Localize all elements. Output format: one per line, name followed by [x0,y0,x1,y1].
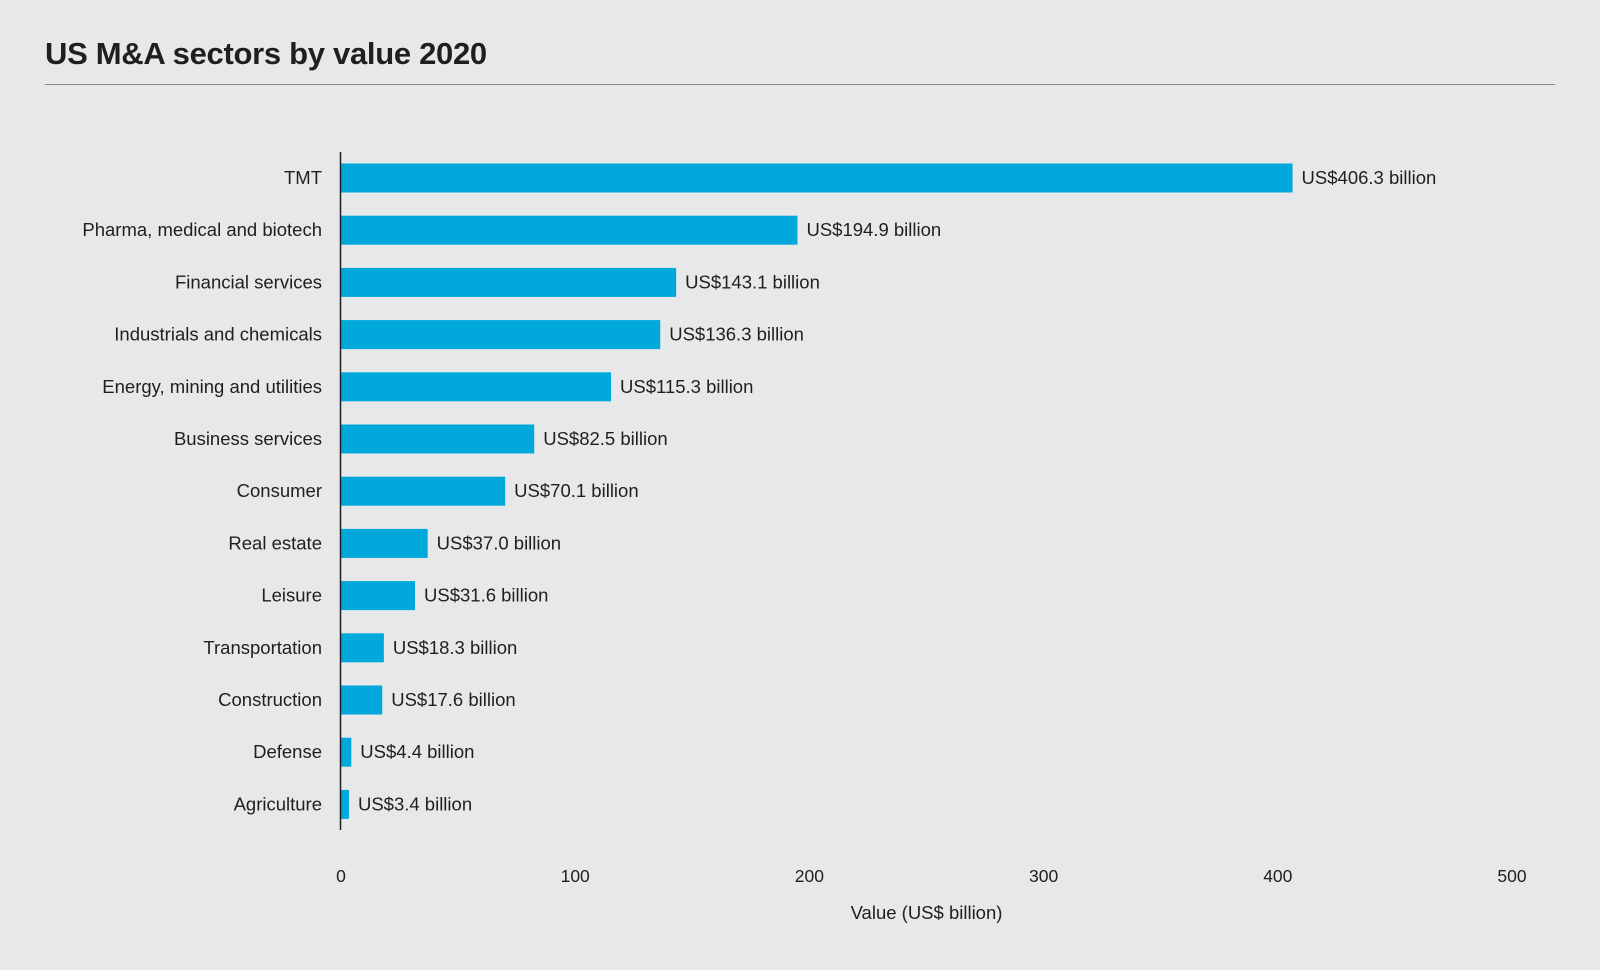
x-tick-label: 500 [1497,866,1526,886]
bar [341,424,535,454]
category-label: Business services [174,428,322,449]
bar [341,685,383,715]
x-axis-title: Value (US$ billion) [851,902,1003,923]
x-tick-label: 100 [561,866,590,886]
category-label: TMT [284,167,322,188]
category-label: Defense [253,741,322,762]
data-label: US$143.1 billion [685,271,820,292]
data-label: US$31.6 billion [424,585,548,606]
data-label: US$37.0 billion [437,532,561,553]
category-label: Energy, mining and utilities [102,376,322,397]
data-label: US$4.4 billion [360,741,474,762]
bar [341,581,416,611]
data-label: US$70.1 billion [514,480,638,501]
data-label: US$115.3 billion [620,376,753,397]
x-tick-label: 300 [1029,866,1058,886]
category-label: Leisure [261,585,322,606]
bar [341,476,506,506]
x-tick-label: 400 [1263,866,1292,886]
data-label: US$194.9 billion [806,219,941,240]
bar [341,789,349,819]
category-label: Financial services [175,271,322,292]
chart-title: US M&A sectors by value 2020 [45,36,487,71]
bar [341,267,677,297]
category-label: Industrials and chemicals [114,324,322,345]
category-label: Transportation [203,637,322,658]
bar [341,737,352,767]
bar [341,372,612,402]
data-label: US$136.3 billion [669,324,804,345]
category-label: Agriculture [234,793,322,814]
x-tick-label: 0 [336,866,346,886]
category-label: Real estate [228,532,322,553]
category-label: Consumer [237,480,322,501]
title-divider [45,84,1555,85]
category-label: Construction [218,689,322,710]
data-label: US$3.4 billion [358,793,472,814]
bar [341,215,798,245]
data-label: US$406.3 billion [1302,167,1437,188]
bar [341,633,384,663]
bar [341,320,661,350]
data-label: US$17.6 billion [391,689,515,710]
category-label: Pharma, medical and biotech [82,219,322,240]
data-label: US$82.5 billion [543,428,667,449]
x-tick-label: 200 [795,866,824,886]
bar [341,163,1293,193]
bar [341,528,428,558]
data-label: US$18.3 billion [393,637,517,658]
